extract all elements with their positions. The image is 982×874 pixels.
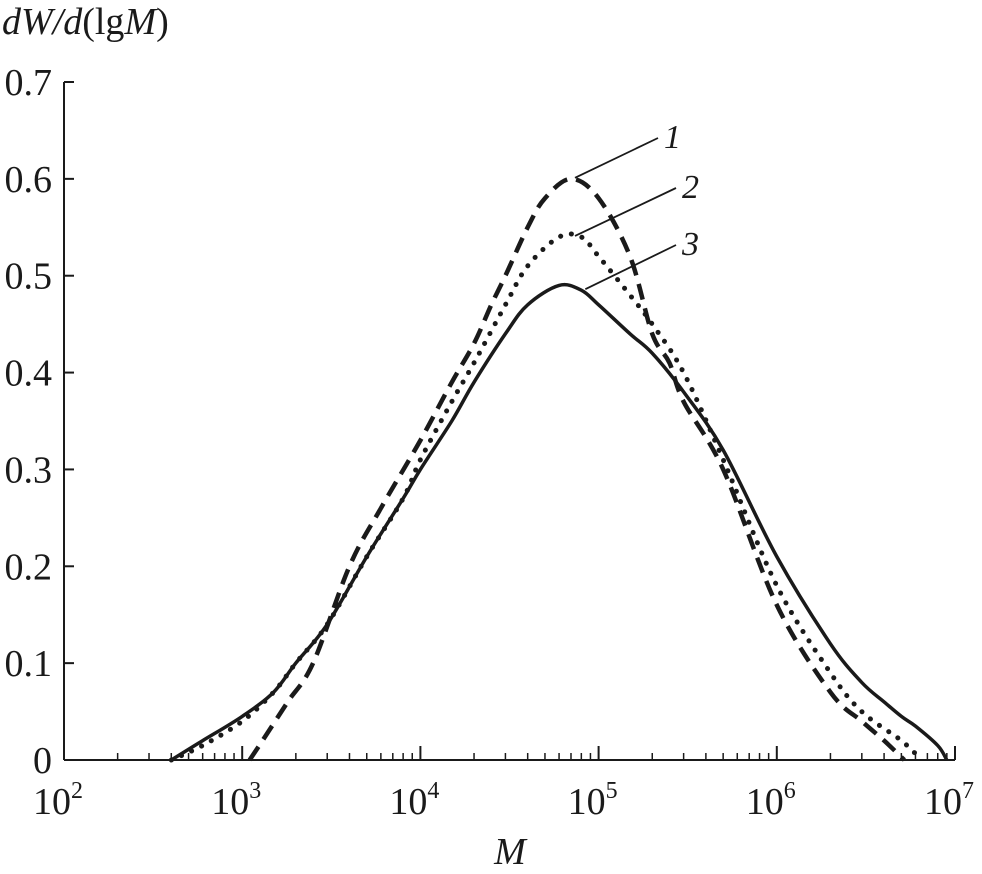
y-tick-label: 0.2	[5, 546, 53, 588]
series-3-line	[170, 282, 949, 762]
x-axis-title: M	[493, 831, 528, 873]
y-ticks: 0 0.1 0.2 0.3 0.4 0.5 0.6 0.7	[5, 62, 74, 782]
series-2-label: 2	[682, 169, 699, 206]
series-1-label: 1	[664, 119, 681, 156]
y-tick-label: 0.6	[5, 159, 53, 201]
x-tick-label: 103	[211, 778, 261, 823]
y-tick-label: 0	[33, 740, 52, 782]
series-3-label: 3	[681, 226, 699, 263]
series-2-leader-line	[574, 187, 677, 237]
x-ticks: 102 103 104 105 106 107	[33, 746, 974, 823]
y-tick-label: 0.3	[5, 449, 53, 491]
y-tick-label: 0.5	[5, 256, 53, 298]
series-1-line	[247, 176, 906, 762]
series-labels: 12 3	[574, 119, 699, 291]
y-axis-title: dW/d(lgM)	[2, 1, 169, 43]
series-3-leader-line	[584, 244, 677, 291]
x-tick-label: 106	[746, 778, 796, 823]
x-tick-label: 102	[33, 778, 83, 823]
x-tick-label: 107	[924, 778, 974, 823]
y-tick-label: 0.4	[5, 353, 53, 395]
y-tick-label: 0.7	[5, 62, 53, 104]
y-tick-label: 0.1	[5, 643, 53, 685]
series-1-leader-line	[574, 137, 659, 179]
series-layer	[168, 176, 949, 763]
x-tick-label: 105	[568, 778, 618, 823]
x-tick-label: 104	[389, 778, 439, 823]
